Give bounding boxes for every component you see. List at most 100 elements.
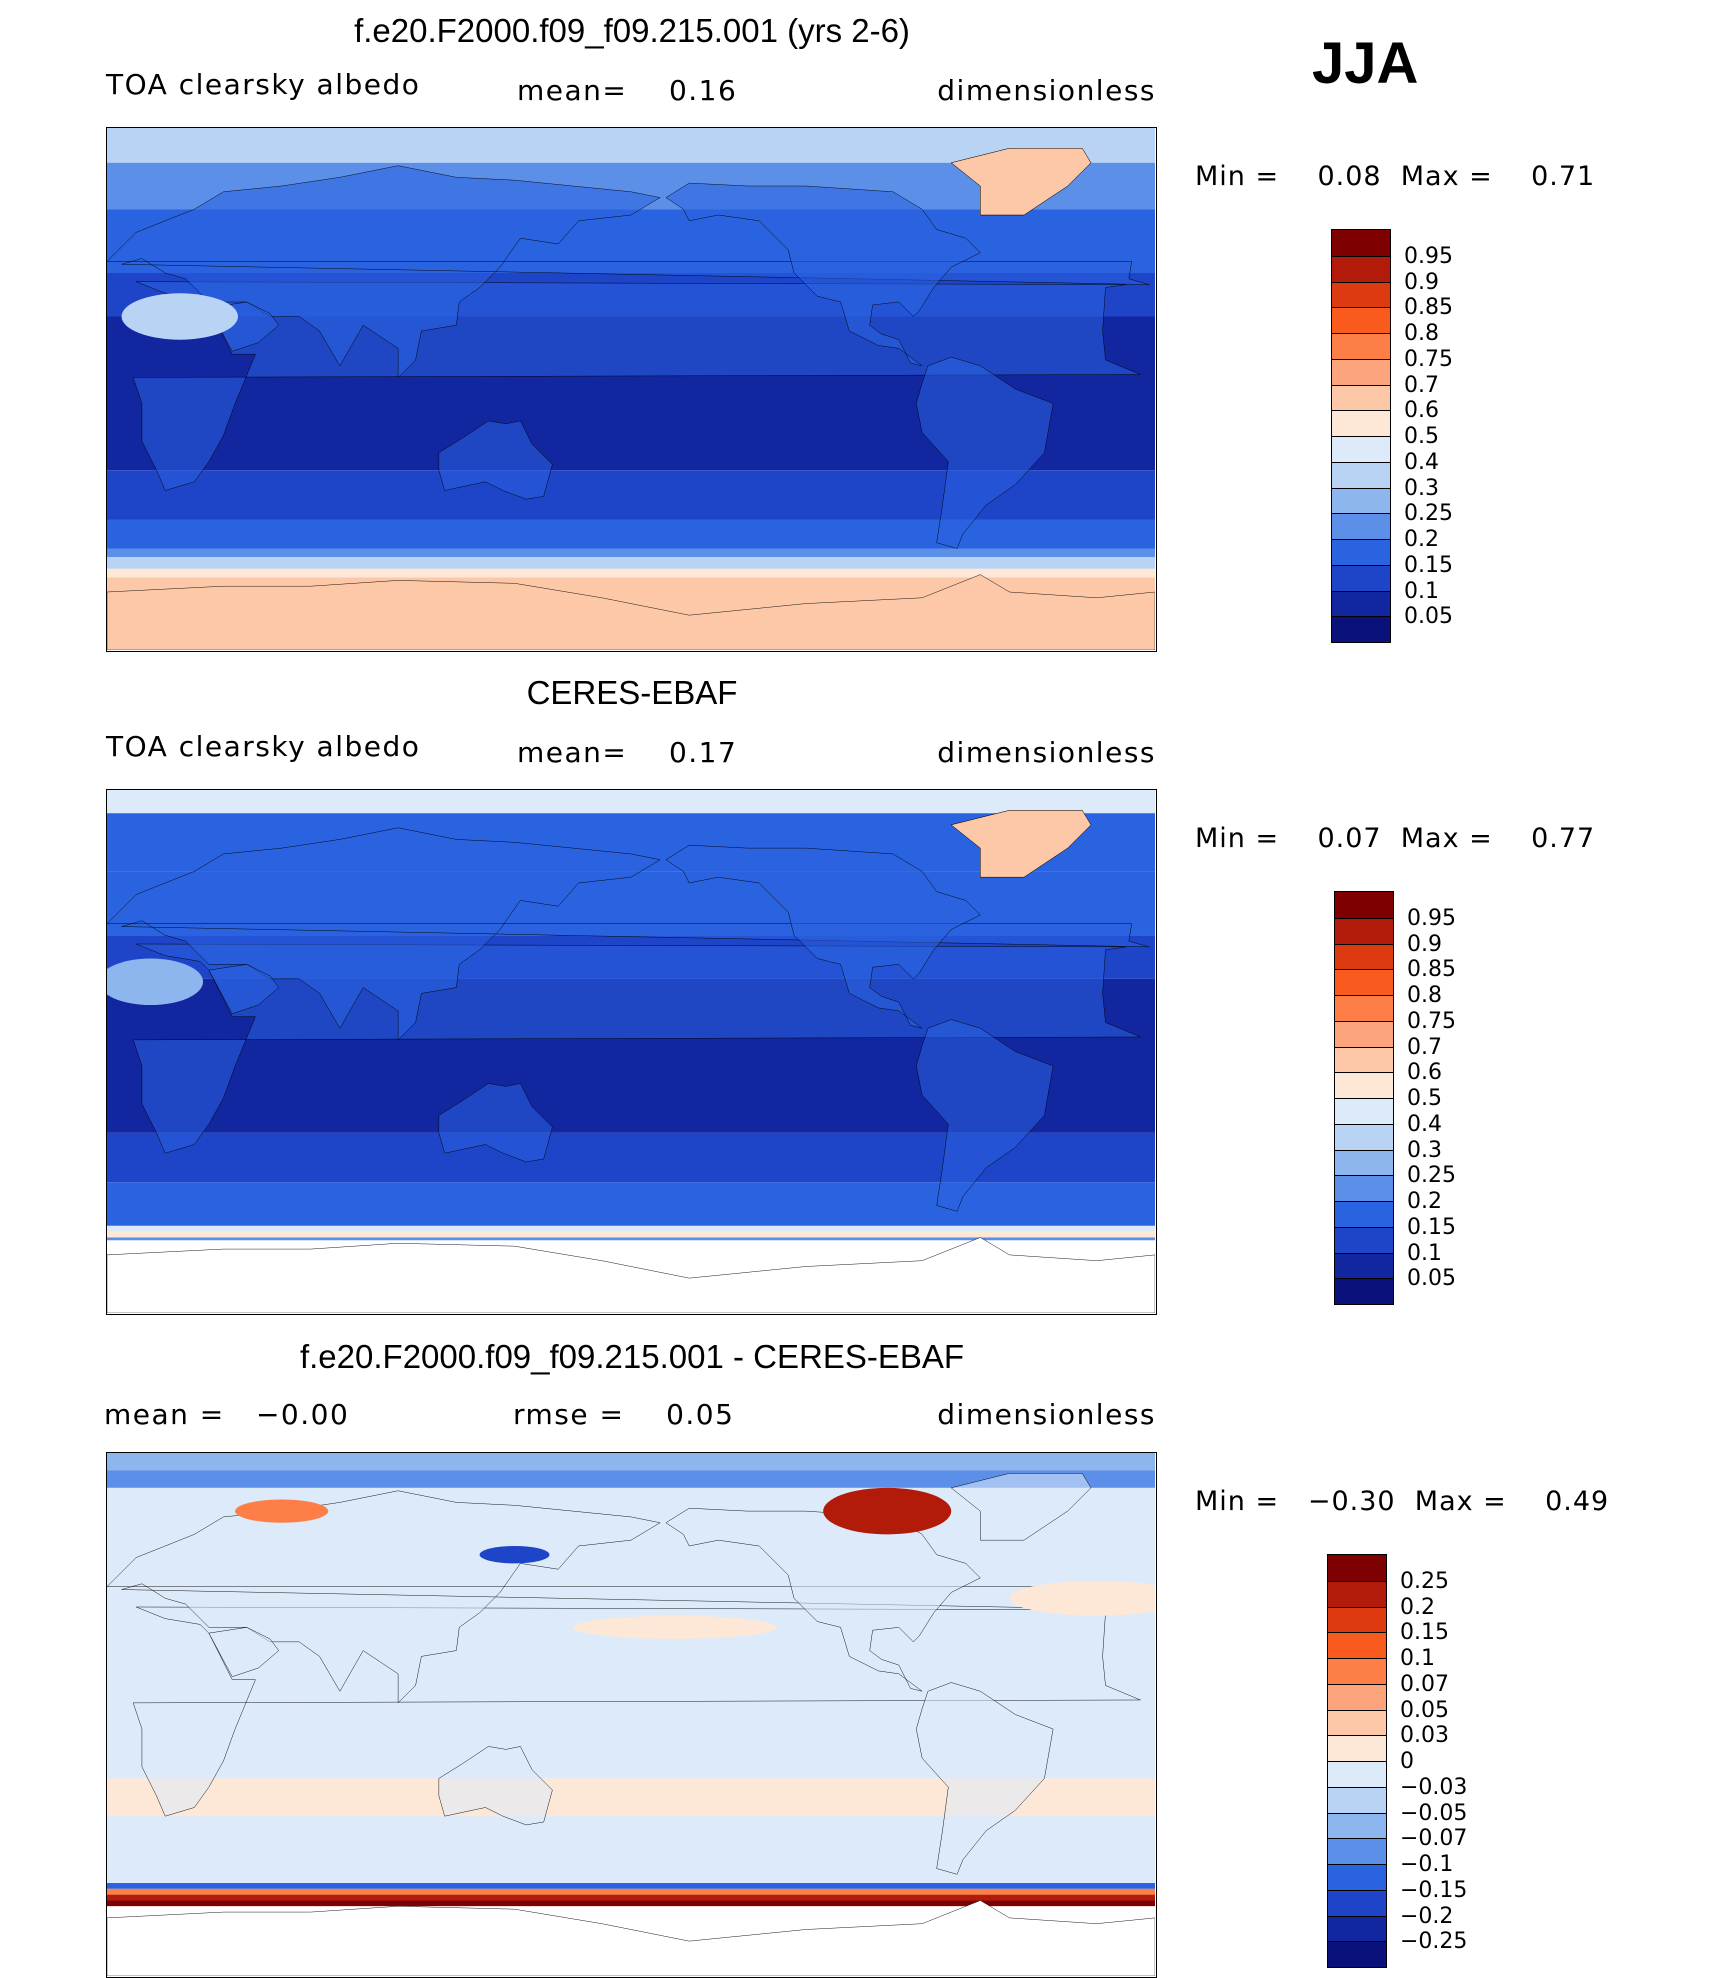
arctic-canada-feature [823, 1487, 952, 1535]
colorbar-segment [1328, 1941, 1386, 1967]
colorbar-segment [1332, 307, 1390, 333]
colorbar-tick-label: 0.1 [1407, 1240, 1442, 1266]
zonal-band [107, 1894, 1155, 1901]
colorbar-segment [1328, 1786, 1386, 1813]
colorbar-segment [1335, 1098, 1393, 1124]
colorbar-segment [1328, 1658, 1386, 1684]
panel-2-map [106, 789, 1157, 1315]
continent-outline [107, 828, 1149, 1040]
colorbar-segment [1328, 1555, 1386, 1581]
continent-outline [666, 845, 980, 1028]
colorbar-segment [1328, 1606, 1386, 1633]
colorbar-segment [1328, 1838, 1386, 1864]
colorbar-tick-label: 0.15 [1407, 1214, 1456, 1240]
colorbar-tick-label: 0.5 [1404, 424, 1439, 449]
panel-2-variable: TOA clearsky albedo [106, 730, 421, 763]
colorbar-segment [1335, 1149, 1393, 1176]
continent-outline [439, 1746, 553, 1824]
colorbar-segment [1335, 1072, 1393, 1098]
sahara-feature [121, 293, 238, 340]
colorbar-tick-label: 0.1 [1400, 1646, 1435, 1671]
colorbar-tick-label: 0.25 [1400, 1568, 1449, 1594]
continent-outline [439, 1083, 553, 1161]
continent-outline [951, 1473, 1091, 1540]
colorbar-tick-label: 0.8 [1407, 983, 1442, 1008]
continent-outline [916, 1020, 1053, 1212]
panel-1-variable: TOA clearsky albedo [106, 68, 421, 101]
colorbar-tick-label: 0.2 [1407, 1189, 1442, 1214]
colorbar-tick-label: 0.6 [1404, 398, 1439, 424]
panel-3-mean: mean = −0.00 [104, 1398, 350, 1431]
colorbar-segment [1328, 1580, 1386, 1607]
panel-1-minmax: Min = 0.08 Max = 0.71 [1195, 161, 1596, 192]
colorbar-tick-label: −0.1 [1400, 1852, 1454, 1877]
colorbar-segment [1328, 1889, 1386, 1916]
panel-3-units: dimensionless [937, 1398, 1156, 1431]
zonal-band [107, 1888, 1155, 1895]
antarctica-outline [107, 1900, 1155, 1976]
zonal-band [107, 1237, 1155, 1241]
panel-map-svg [107, 128, 1155, 650]
colorbar-tick-label: 0.03 [1400, 1723, 1449, 1749]
panel-3-minmax: Min = −0.30 Max = 0.49 [1195, 1486, 1610, 1517]
colorbar-tick-label: 0.4 [1404, 449, 1439, 475]
atlantic-positive-band [1009, 1580, 1155, 1616]
colorbar-segment [1335, 969, 1393, 995]
colorbar-segment [1332, 281, 1390, 308]
zonal-band [107, 1225, 1155, 1232]
colorbar-tick-label: 0.05 [1400, 1697, 1449, 1723]
colorbar-segment [1335, 1201, 1393, 1227]
colorbar-tick-label: 0.95 [1407, 905, 1456, 931]
colorbar-tick-label: −0.03 [1400, 1774, 1468, 1800]
colorbar-segment [1332, 358, 1390, 385]
colorbar-segment [1332, 461, 1390, 488]
colorbar-tick-label: 0.4 [1407, 1111, 1442, 1137]
zonal-band [107, 568, 1155, 578]
antarctica-outline [107, 575, 1155, 650]
panel-3-rmse: rmse = 0.05 [513, 1398, 735, 1431]
zonal-band [107, 1900, 1155, 1907]
colorbar-tick-label: 0.07 [1400, 1671, 1449, 1697]
zonal-band [107, 557, 1155, 569]
colorbar-segment [1328, 1864, 1386, 1890]
colorbar-segment [1328, 1761, 1386, 1787]
sahara-feature [107, 958, 204, 1006]
continent-outline [107, 1491, 1149, 1703]
colorbar-segment [1332, 410, 1390, 436]
panel-3-map [106, 1452, 1157, 1978]
colorbar-tick-label: 0 [1400, 1749, 1414, 1774]
season-label: JJA [1312, 31, 1419, 96]
colorbar-tick-label: 0.7 [1407, 1034, 1442, 1060]
zonal-band [107, 1883, 1155, 1889]
colorbar-segment [1328, 1915, 1386, 1942]
colorbar-tick-label: 0.05 [1404, 604, 1453, 630]
colorbar-segment [1328, 1632, 1386, 1658]
colorbar-tick-label: −0.25 [1400, 1929, 1468, 1955]
panel-1-units: dimensionless [937, 74, 1156, 107]
panel-1-map [106, 127, 1157, 652]
zonal-band [107, 519, 1155, 549]
colorbar-segment [1335, 1020, 1393, 1047]
colorbar-tick-label: −0.15 [1400, 1877, 1468, 1903]
zonal-band [107, 548, 1155, 558]
panel-1-title: f.e20.F2000.f09_f09.215.001 (yrs 2-6) [354, 12, 910, 49]
panel-1-mean: mean= 0.16 [517, 74, 738, 107]
colorbar-segment [1335, 995, 1393, 1021]
continent-outline [666, 183, 980, 366]
colorbar-segment [1335, 1123, 1393, 1150]
colorbar-segment [1332, 333, 1390, 359]
colorbar-segment [1335, 892, 1393, 918]
colorbar-tick-label: 0.1 [1404, 578, 1439, 604]
panel-map-svg [107, 790, 1155, 1313]
colorbar-tick-label: 0.05 [1407, 1266, 1456, 1292]
colorbar-tick-label: −0.07 [1400, 1826, 1468, 1852]
panel-2-colorbar: 0.95 0.9 0.85 0.8 0.75 0.7 0.6 0.5 0.4 0.3 0.25 0.2… [1334, 891, 1456, 1305]
continent-outline [209, 1627, 279, 1676]
colorbar-segment [1335, 943, 1393, 970]
colorbar-tick-label: 0.9 [1404, 269, 1439, 295]
panel-2-mean: mean= 0.17 [517, 736, 738, 769]
colorbar-segment [1332, 513, 1390, 539]
colorbar-tick-label: 0.15 [1404, 552, 1453, 578]
colorbar-segment [1328, 1735, 1386, 1761]
colorbar-tick-label: 0.25 [1407, 1163, 1456, 1189]
